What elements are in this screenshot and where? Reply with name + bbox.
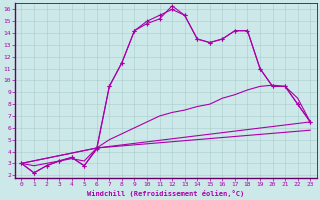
X-axis label: Windchill (Refroidissement éolien,°C): Windchill (Refroidissement éolien,°C) [87,190,244,197]
